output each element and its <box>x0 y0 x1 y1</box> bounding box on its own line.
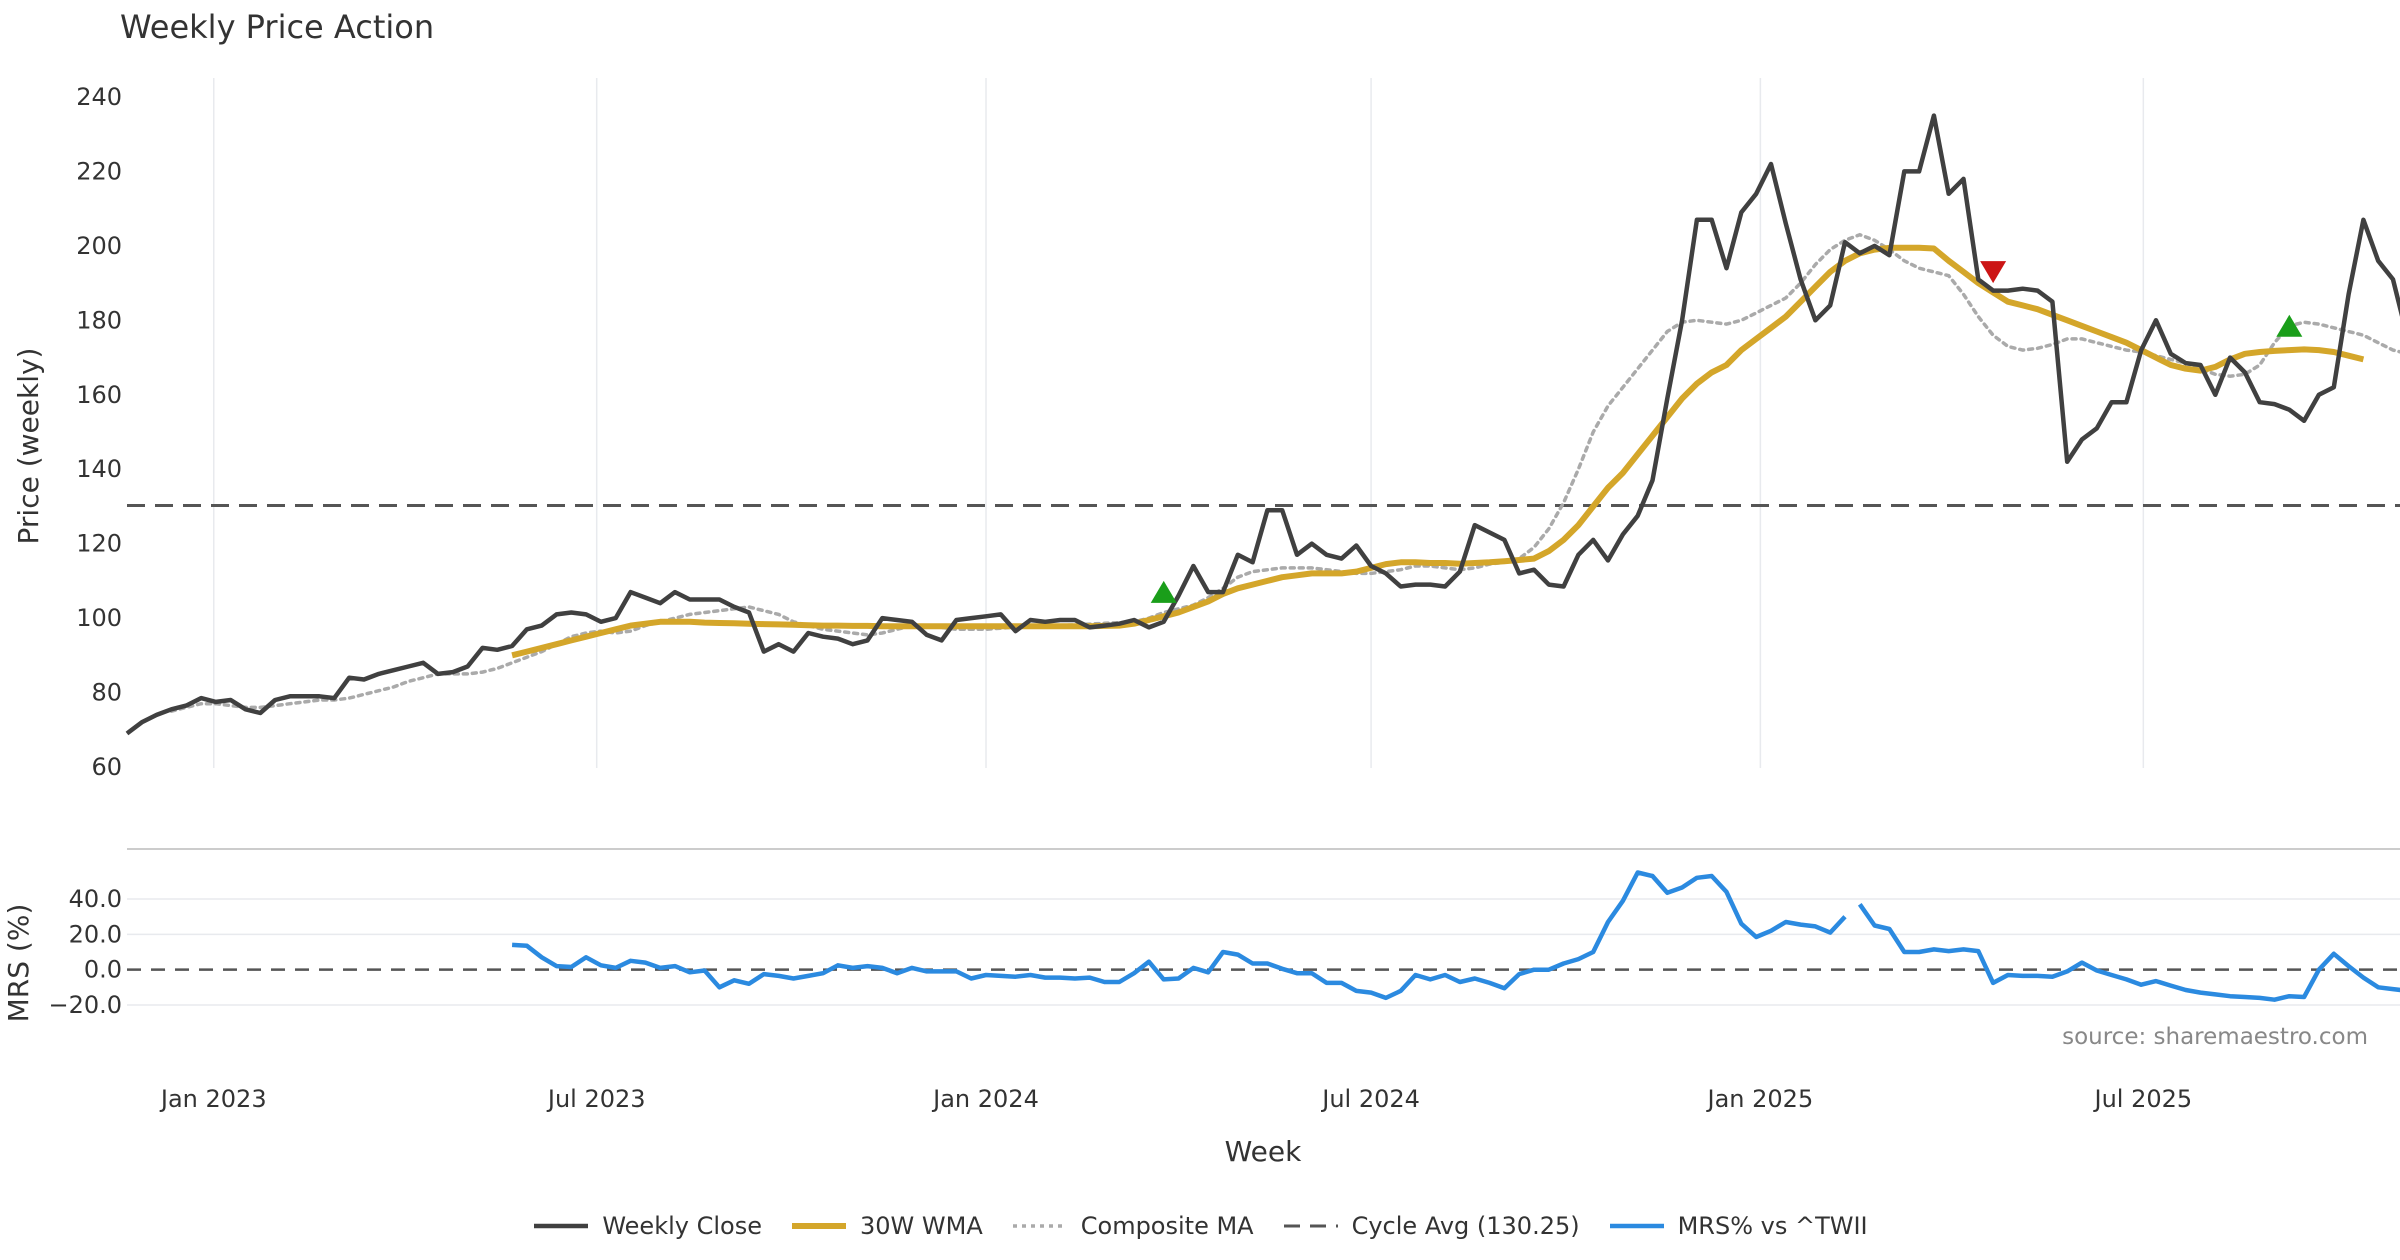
x-tick-label: Jan 2023 <box>159 1085 267 1113</box>
price-y-tick-label: 80 <box>91 679 122 707</box>
price-y-tick-label: 180 <box>76 306 122 334</box>
x-tick-label: Jan 2025 <box>1706 1085 1814 1113</box>
price-y-ticks: 60 80 100 120 140 160 180 200 220 240 <box>76 83 122 781</box>
signal-markers <box>1150 261 2303 603</box>
legend-label: 30W WMA <box>859 1212 983 1240</box>
x-tick-label: Jul 2025 <box>2093 1085 2193 1113</box>
mrs-y-tick-label: 0.0 <box>84 956 122 984</box>
mrs-series <box>511 870 2400 1002</box>
legend-swatch <box>1012 1224 1067 1228</box>
legend-swatch <box>791 1223 846 1229</box>
source-watermark: source: sharemaestro.com <box>2062 1024 2368 1050</box>
price-series <box>125 113 2400 736</box>
price-y-tick-label: 100 <box>76 604 122 632</box>
legend-label: Cycle Avg (130.25) <box>1351 1212 1580 1240</box>
mrs-y-axis-label: MRS (%) <box>2 904 35 1023</box>
mrs-y-ticks: −20.0 0.0 20.0 40.0 <box>48 885 122 1019</box>
legend-swatch <box>1283 1224 1338 1228</box>
mrs-line-segment <box>511 870 1847 1001</box>
mrs-grid <box>127 898 2400 1006</box>
legend-item: 30W WMA <box>790 1212 983 1240</box>
composite-ma-line <box>169 232 2400 713</box>
legend-label: Weekly Close <box>602 1212 762 1240</box>
legend-swatch <box>1609 1223 1664 1229</box>
legend: Weekly Close 30W WMA Composite MA Cycle Avg… <box>0 1212 2400 1240</box>
mrs-y-tick-label: 20.0 <box>69 920 122 948</box>
x-axis-label: Week <box>1225 1135 1302 1168</box>
legend-item: Cycle Avg (130.25) <box>1282 1212 1580 1240</box>
x-tick-label: Jul 2024 <box>1320 1085 1420 1113</box>
weekly-close-line <box>125 113 2400 736</box>
x-tick-labels: Jan 2023 Jul 2023 Jan 2024 Jul 2024 Jan 2025… <box>159 1085 2192 1113</box>
mrs-y-tick-label: −20.0 <box>48 991 122 1019</box>
legend-item: Composite MA <box>1011 1212 1254 1240</box>
price-y-tick-label: 240 <box>76 83 122 111</box>
mrs-y-tick-label: 40.0 <box>69 885 122 913</box>
price-y-tick-label: 60 <box>91 753 122 781</box>
price-grid <box>212 78 2145 768</box>
x-tick-label: Jan 2024 <box>931 1085 1039 1113</box>
price-y-tick-label: 160 <box>76 381 122 409</box>
legend-label: Composite MA <box>1080 1212 1254 1240</box>
sell-signal-marker <box>1980 261 2007 284</box>
price-y-tick-label: 220 <box>76 157 122 185</box>
wma-30w-line <box>511 244 2365 659</box>
legend-item: Weekly Close <box>532 1212 762 1240</box>
legend-label: MRS% vs ^TWII <box>1677 1212 1868 1240</box>
x-tick-label: Jul 2023 <box>546 1085 646 1113</box>
price-y-axis-label: Price (weekly) <box>12 348 45 545</box>
mrs-line-segment <box>1857 903 2400 1002</box>
legend-item: MRS% vs ^TWII <box>1608 1212 1868 1240</box>
legend-swatch <box>534 1223 589 1229</box>
price-y-tick-label: 140 <box>76 455 122 483</box>
price-y-tick-label: 120 <box>76 530 122 558</box>
price-y-tick-label: 200 <box>76 232 122 260</box>
buy-signal-marker <box>2276 314 2303 337</box>
chart-title: Weekly Price Action <box>120 8 435 46</box>
buy-signal-marker <box>1150 580 1177 603</box>
